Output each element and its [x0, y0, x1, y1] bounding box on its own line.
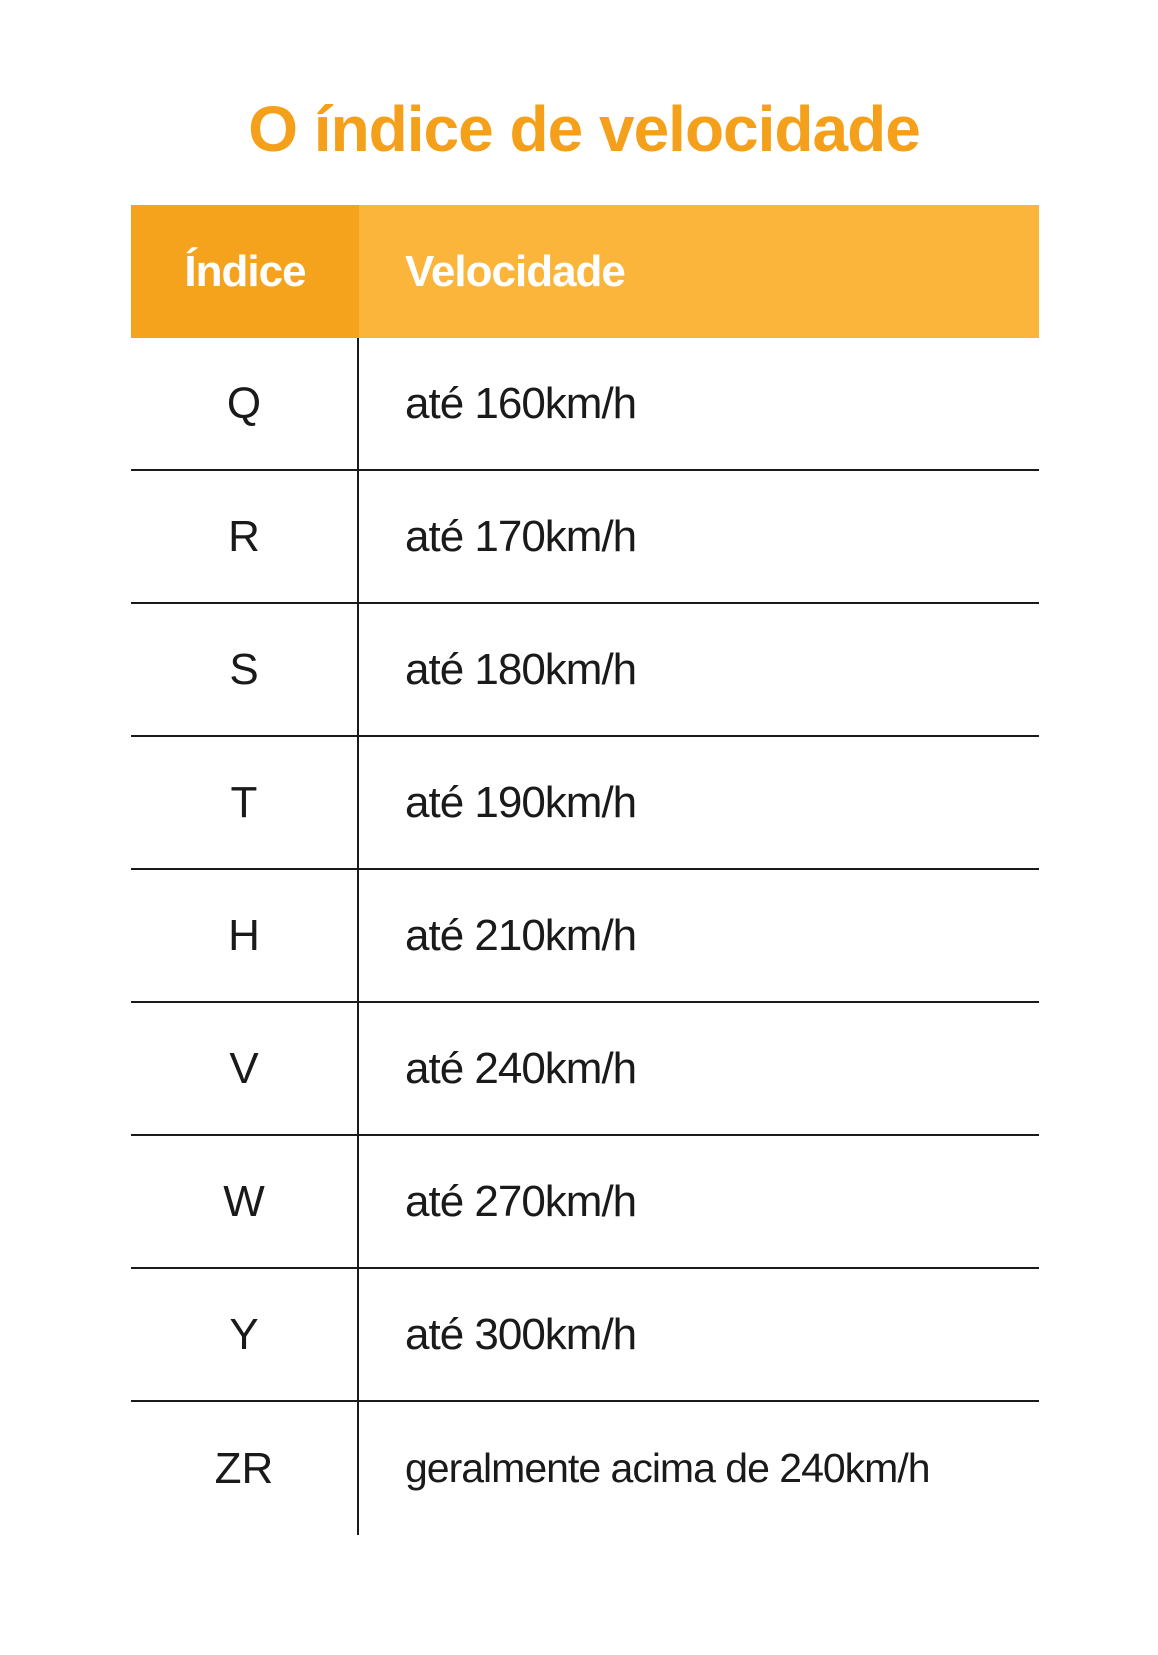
index-cell: H: [131, 870, 359, 1001]
header-speed: Velocidade: [359, 205, 1039, 338]
header-index: Índice: [131, 205, 359, 338]
speed-cell: até 240km/h: [405, 1043, 637, 1093]
index-cell: T: [131, 737, 359, 868]
speed-cell: até 210km/h: [405, 910, 637, 960]
speed-cell: até 170km/h: [405, 511, 637, 561]
speed-cell: até 190km/h: [405, 777, 637, 827]
speed-cell: até 180km/h: [405, 644, 637, 694]
table-row: ZR geralmente acima de 240km/h: [131, 1402, 1039, 1535]
speed-cell: até 270km/h: [405, 1176, 637, 1226]
index-cell: Q: [131, 338, 359, 469]
speed-cell: até 300km/h: [405, 1309, 637, 1359]
index-cell: ZR: [131, 1402, 359, 1535]
speed-cell: geralmente acima de 240km/h: [405, 1445, 931, 1491]
index-cell: S: [131, 604, 359, 735]
index-cell: W: [131, 1136, 359, 1267]
table-header: Índice Velocidade: [131, 205, 1039, 338]
index-cell: R: [131, 471, 359, 602]
index-cell: Y: [131, 1269, 359, 1400]
page-title: O índice de velocidade: [248, 93, 921, 165]
speed-cell: até 160km/h: [405, 378, 637, 428]
index-cell: V: [131, 1003, 359, 1134]
